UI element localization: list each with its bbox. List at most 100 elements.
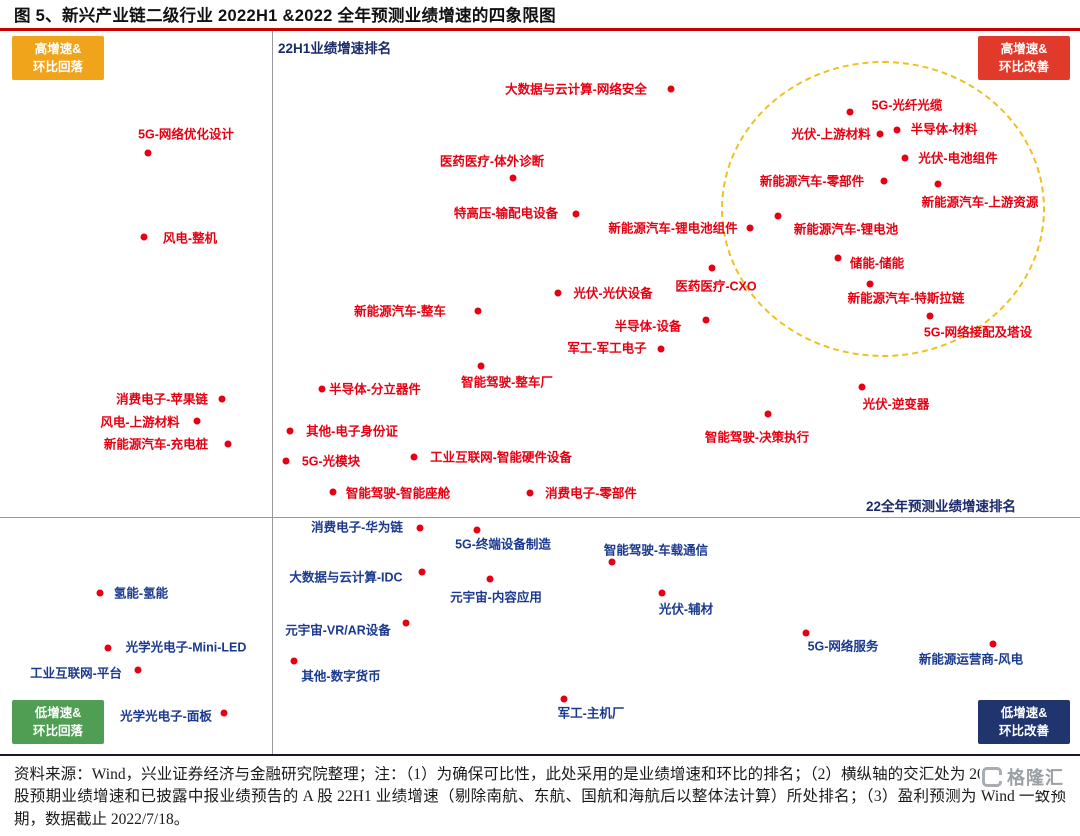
scatter-label: 半导体-分立器件 <box>329 382 421 397</box>
scatter-label: 新能源汽车-锂电池组件 <box>608 221 738 236</box>
scatter-label: 医药医疗-CXO <box>675 279 757 294</box>
scatter-dot <box>224 440 232 448</box>
scatter-dot <box>554 289 562 297</box>
scatter-label: 其他-电子身份证 <box>306 424 398 439</box>
scatter-dot <box>708 264 716 272</box>
badge-line: 低增速& <box>34 705 82 720</box>
scatter-label: 半导体-材料 <box>910 122 978 137</box>
scatter-label: 新能源汽车-特斯拉链 <box>847 291 965 306</box>
scatter-label: 5G-光纤光缆 <box>871 98 943 113</box>
scatter-dot <box>418 568 426 576</box>
scatter-label: 工业互联网-智能硬件设备 <box>430 450 572 465</box>
quadrant-vertical-divider <box>272 31 273 754</box>
scatter-label: 元宇宙-内容应用 <box>450 590 542 605</box>
scatter-dot <box>193 417 201 425</box>
quadrant-badge-top-right: 高增速& 环比改善 <box>978 36 1070 81</box>
scatter-dot <box>410 453 418 461</box>
scatter-label: 光伏-逆变器 <box>862 397 930 412</box>
gelonghui-logo-icon <box>982 767 1002 787</box>
scatter-label: 大数据与云计算-网络安全 <box>505 82 647 97</box>
scatter-label: 氢能-氢能 <box>113 586 169 601</box>
scatter-label: 元宇宙-VR/AR设备 <box>285 623 391 638</box>
scatter-dot <box>989 640 997 648</box>
scatter-dot <box>658 589 666 597</box>
highlight-circle <box>721 61 1045 357</box>
scatter-label: 光伏-光伏设备 <box>573 286 653 301</box>
scatter-label: 其他-数字货币 <box>301 669 381 684</box>
scatter-dot <box>318 385 326 393</box>
scatter-label: 智能驾驶-车载通信 <box>603 543 709 558</box>
scatter-dot <box>880 177 888 185</box>
scatter-dot <box>926 312 934 320</box>
scatter-dot <box>934 180 942 188</box>
figure-title: 图 5、新兴产业链二级行业 2022H1 &2022 全年预测业绩增速的四象限图 <box>14 7 556 25</box>
scatter-dot <box>893 126 901 134</box>
scatter-label: 新能源汽车-零部件 <box>759 174 865 189</box>
badge-line: 环比回落 <box>32 60 83 75</box>
scatter-dot <box>473 526 481 534</box>
scatter-label: 5G-光模块 <box>301 454 361 469</box>
y-axis-label: 22H1业绩增速排名 <box>278 41 392 56</box>
badge-line: 高增速& <box>34 42 82 56</box>
scatter-label: 军工-主机厂 <box>557 706 625 721</box>
x-axis-label: 22全年预测业绩增速排名 <box>866 499 1017 514</box>
scatter-dot <box>218 395 226 403</box>
scatter-dot <box>104 644 112 652</box>
quadrant-badge-bottom-right: 低增速& 环比改善 <box>978 699 1070 744</box>
scatter-dot <box>866 280 874 288</box>
scatter-label: 光伏-电池组件 <box>918 151 998 166</box>
scatter-label: 消费电子-华为链 <box>311 520 403 535</box>
scatter-label: 5G-网络服务 <box>807 639 879 654</box>
scatter-label: 光伏-上游材料 <box>791 127 871 142</box>
scatter-dot <box>486 575 494 583</box>
scatter-label: 新能源汽车-充电桩 <box>103 437 209 452</box>
scatter-dot <box>290 657 298 665</box>
scatter-dot <box>509 174 517 182</box>
quadrant-badge-top-left: 高增速& 环比回落 <box>12 36 104 81</box>
scatter-label: 5G-网络优化设计 <box>138 127 234 142</box>
scatter-label: 医药医疗-体外诊断 <box>439 154 545 169</box>
scatter-dot <box>858 383 866 391</box>
scatter-label: 智能驾驶-整车厂 <box>461 375 553 390</box>
scatter-label: 储能-储能 <box>849 256 905 271</box>
scatter-dot <box>134 666 142 674</box>
scatter-label: 特高压-输配电设备 <box>453 206 559 221</box>
badge-line: 高增速& <box>1000 42 1048 56</box>
scatter-dot <box>802 629 810 637</box>
scatter-label: 5G-网络接配及塔设 <box>923 325 1033 340</box>
plot-area: 大数据与云计算-网络安全 5G-光纤光缆 光伏-上游材料 半导体-材料光伏-电池组件新… <box>0 31 1080 754</box>
scatter-dot <box>834 254 842 262</box>
scatter-label: 半导体-设备 <box>614 319 682 334</box>
scatter-dot <box>876 130 884 138</box>
scatter-dot <box>746 224 754 232</box>
scatter-dot <box>572 210 580 218</box>
scatter-label: 光学光电子-面板 <box>120 709 212 724</box>
scatter-dot <box>286 427 294 435</box>
scatter-dot <box>702 316 710 324</box>
scatter-label: 新能源汽车-整车 <box>354 304 446 319</box>
scatter-label: 光学光电子-Mini-LED <box>125 640 247 655</box>
scatter-label: 消费电子-零部件 <box>545 486 637 501</box>
scatter-dot <box>764 410 772 418</box>
scatter-dot <box>140 233 148 241</box>
quadrant-horizontal-divider <box>0 517 1080 518</box>
scatter-dot <box>282 457 290 465</box>
scatter-dot <box>560 695 568 703</box>
scatter-dot <box>220 709 228 717</box>
scatter-dot <box>416 524 424 532</box>
scatter-label: 新能源运营商-风电 <box>918 652 1024 667</box>
source-note: 资料来源：Wind，兴业证券经济与金融研究院整理；注：（1）为确保可比性，此处采… <box>14 766 1066 828</box>
scatter-label: 5G-终端设备制造 <box>455 537 551 552</box>
scatter-label: 智能驾驶-智能座舱 <box>345 486 451 501</box>
scatter-dot <box>657 345 665 353</box>
figure-header: 图 5、新兴产业链二级行业 2022H1 &2022 全年预测业绩增速的四象限图 <box>0 0 1080 31</box>
scatter-label: 风电-整机 <box>162 231 218 246</box>
scatter-dot <box>144 149 152 157</box>
scatter-dot <box>96 589 104 597</box>
scatter-dot <box>477 362 485 370</box>
badge-line: 环比改善 <box>998 60 1049 75</box>
quadrant-badge-bottom-left: 低增速& 环比回落 <box>12 699 104 744</box>
quadrant-chart: 22H1业绩增速排名 22全年预测业绩增速排名 高增速& 环比回落 高增速& 环… <box>0 31 1080 756</box>
badge-line: 环比回落 <box>32 723 83 738</box>
badge-line: 环比改善 <box>998 723 1049 738</box>
